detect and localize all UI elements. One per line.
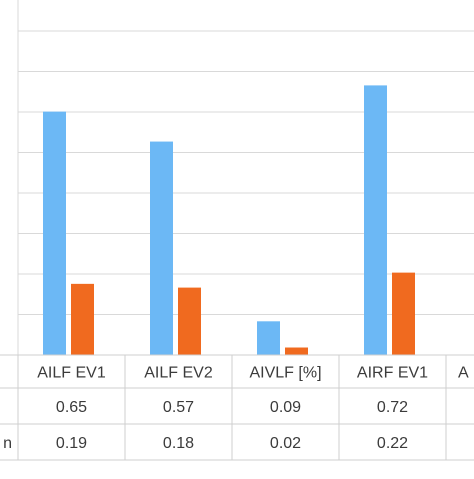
bar-series2-2 [178,287,201,355]
bar-series2-1 [71,283,94,355]
category-label: AIVLF [%] [249,365,321,382]
category-label: AIRF EV1 [357,365,428,382]
row-label: n [3,435,12,452]
bar-series2-4 [392,272,415,355]
table-value: 0.72 [377,399,408,416]
bars [43,85,415,356]
table-value: 0.22 [377,435,408,452]
category-label: AILF EV1 [37,365,106,382]
table-value: 0.09 [270,399,301,416]
data-table: AILF EV1 AILF EV2 AIVLF [%] AIRF EV1 A 0.65 0.… [0,354,474,461]
table-value: 0.18 [163,435,194,452]
category-label: AILF EV2 [144,365,213,382]
bar-series2-3 [285,347,308,355]
table-value: 0.57 [163,399,194,416]
table-value: 0.19 [56,435,87,452]
gridlines [17,0,474,355]
bar-series1-4 [364,85,387,356]
table-value: 0.02 [270,435,301,452]
bar-series1-3 [257,321,280,355]
bar-series1-2 [150,141,173,355]
bar-series1-1 [43,111,66,355]
category-label: A [458,365,469,382]
table-value: 0.65 [56,399,87,416]
